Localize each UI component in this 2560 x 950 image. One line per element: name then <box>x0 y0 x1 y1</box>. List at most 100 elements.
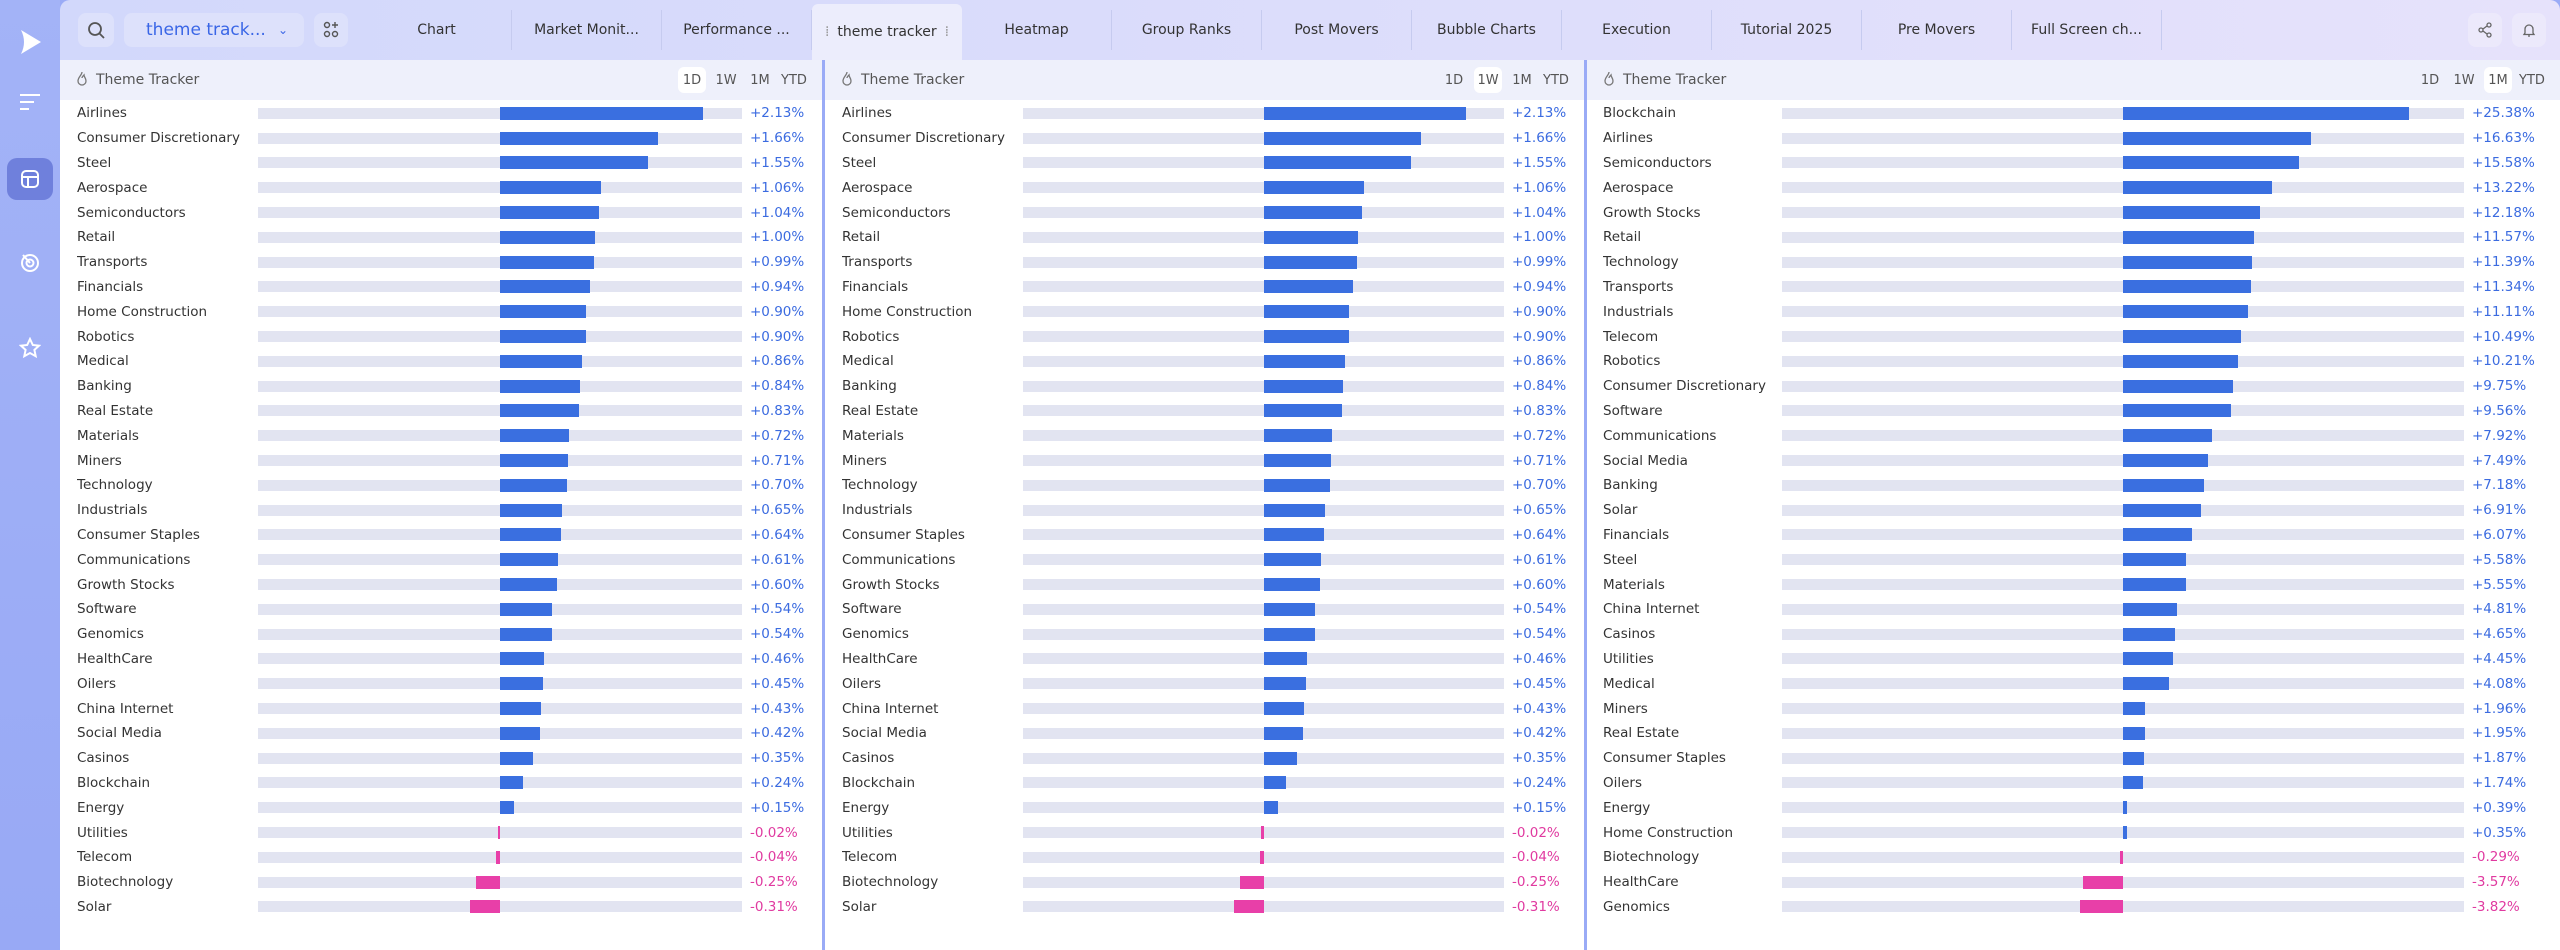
theme-row[interactable]: Miners +1.96% <box>1587 696 2560 721</box>
theme-row[interactable]: Technology +11.39% <box>1587 250 2560 275</box>
period-ytd-button[interactable]: YTD <box>2519 72 2545 88</box>
logo-play-icon[interactable] <box>10 22 50 62</box>
theme-row[interactable]: Consumer Staples +0.64% <box>60 523 822 548</box>
target-icon[interactable] <box>10 242 50 282</box>
theme-row[interactable]: Banking +7.18% <box>1587 473 2560 498</box>
period-1m-button[interactable]: 1M <box>1512 72 1532 88</box>
tab-performance[interactable]: Performance ... <box>662 10 812 50</box>
theme-row[interactable]: Home Construction +0.90% <box>825 299 1584 324</box>
theme-row[interactable]: Transports +0.99% <box>60 250 822 275</box>
period-1d-button[interactable]: 1D <box>2420 72 2440 88</box>
drag-handle-icon[interactable]: ⁞ <box>824 24 830 40</box>
tab-menu-icon[interactable]: ⁞ <box>944 24 950 40</box>
theme-row[interactable]: Airlines +2.13% <box>825 101 1584 126</box>
theme-row[interactable]: HealthCare +0.46% <box>825 647 1584 672</box>
theme-row[interactable]: Transports +11.34% <box>1587 275 2560 300</box>
tab-post-movers[interactable]: Post Movers <box>1262 10 1412 50</box>
theme-row[interactable]: Social Media +0.42% <box>825 721 1584 746</box>
theme-row[interactable]: Robotics +0.90% <box>60 324 822 349</box>
theme-row[interactable]: Banking +0.84% <box>825 374 1584 399</box>
theme-row[interactable]: Genomics +0.54% <box>825 622 1584 647</box>
period-1d-button[interactable]: 1D <box>1444 72 1464 88</box>
theme-row[interactable]: Financials +6.07% <box>1587 523 2560 548</box>
theme-row[interactable]: Social Media +7.49% <box>1587 448 2560 473</box>
theme-row[interactable]: Miners +0.71% <box>60 448 822 473</box>
theme-row[interactable]: Oilers +0.45% <box>825 671 1584 696</box>
theme-row[interactable]: Materials +0.72% <box>825 423 1584 448</box>
theme-row[interactable]: Robotics +10.21% <box>1587 349 2560 374</box>
theme-row[interactable]: Miners +0.71% <box>825 448 1584 473</box>
share-icon[interactable] <box>2468 13 2502 47</box>
theme-row[interactable]: Financials +0.94% <box>825 275 1584 300</box>
layout-icon[interactable] <box>7 158 53 200</box>
theme-row[interactable]: Utilities -0.02% <box>60 820 822 845</box>
theme-row[interactable]: Industrials +0.65% <box>825 498 1584 523</box>
theme-row[interactable]: Casinos +4.65% <box>1587 622 2560 647</box>
period-1m-button[interactable]: 1M <box>2484 67 2512 93</box>
theme-row[interactable]: Steel +5.58% <box>1587 547 2560 572</box>
theme-row[interactable]: Utilities +4.45% <box>1587 647 2560 672</box>
theme-row[interactable]: Casinos +0.35% <box>825 746 1584 771</box>
theme-row[interactable]: Solar -0.31% <box>825 895 1584 920</box>
theme-row[interactable]: Semiconductors +1.04% <box>60 200 822 225</box>
theme-row[interactable]: Software +0.54% <box>825 597 1584 622</box>
theme-row[interactable]: Biotechnology -0.29% <box>1587 845 2560 870</box>
theme-row[interactable]: Real Estate +0.83% <box>60 399 822 424</box>
theme-row[interactable]: Aerospace +1.06% <box>60 175 822 200</box>
bell-icon[interactable] <box>2512 13 2546 47</box>
period-1w-button[interactable]: 1W <box>715 72 737 88</box>
theme-row[interactable]: Airlines +16.63% <box>1587 126 2560 151</box>
period-1w-button[interactable]: 1W <box>2453 72 2475 88</box>
theme-row[interactable]: Social Media +0.42% <box>60 721 822 746</box>
theme-row[interactable]: Materials +0.72% <box>60 423 822 448</box>
add-widget-button[interactable] <box>314 13 348 47</box>
period-1w-button[interactable]: 1W <box>1474 67 1502 93</box>
theme-row[interactable]: Communications +0.61% <box>60 547 822 572</box>
tab-tutorial-2025[interactable]: Tutorial 2025 <box>1712 10 1862 50</box>
theme-row[interactable]: Aerospace +1.06% <box>825 175 1584 200</box>
theme-row[interactable]: Energy +0.15% <box>825 795 1584 820</box>
theme-row[interactable]: Software +9.56% <box>1587 399 2560 424</box>
theme-row[interactable]: Medical +4.08% <box>1587 671 2560 696</box>
theme-row[interactable]: China Internet +4.81% <box>1587 597 2560 622</box>
tab-market-monit[interactable]: Market Monit... <box>512 10 662 50</box>
theme-row[interactable]: Telecom +10.49% <box>1587 324 2560 349</box>
theme-row[interactable]: Retail +1.00% <box>60 225 822 250</box>
tab-chart[interactable]: Chart <box>362 10 512 50</box>
theme-row[interactable]: Telecom -0.04% <box>825 845 1584 870</box>
theme-row[interactable]: Steel +1.55% <box>60 151 822 176</box>
tab-pre-movers[interactable]: Pre Movers <box>1862 10 2012 50</box>
theme-row[interactable]: Materials +5.55% <box>1587 572 2560 597</box>
theme-row[interactable]: Transports +0.99% <box>825 250 1584 275</box>
tab-bubble-charts[interactable]: Bubble Charts <box>1412 10 1562 50</box>
period-ytd-button[interactable]: YTD <box>781 72 807 88</box>
theme-row[interactable]: Energy +0.15% <box>60 795 822 820</box>
theme-row[interactable]: Consumer Staples +0.64% <box>825 523 1584 548</box>
theme-row[interactable]: Medical +0.86% <box>60 349 822 374</box>
theme-row[interactable]: Software +0.54% <box>60 597 822 622</box>
theme-row[interactable]: Medical +0.86% <box>825 349 1584 374</box>
tab-execution[interactable]: Execution <box>1562 10 1712 50</box>
theme-row[interactable]: Blockchain +0.24% <box>825 771 1584 796</box>
theme-row[interactable]: Telecom -0.04% <box>60 845 822 870</box>
theme-row[interactable]: Biotechnology -0.25% <box>60 870 822 895</box>
theme-row[interactable]: Casinos +0.35% <box>60 746 822 771</box>
theme-row[interactable]: Technology +0.70% <box>825 473 1584 498</box>
theme-row[interactable]: Airlines +2.13% <box>60 101 822 126</box>
theme-row[interactable]: HealthCare +0.46% <box>60 647 822 672</box>
star-icon[interactable] <box>10 328 50 368</box>
theme-row[interactable]: Growth Stocks +0.60% <box>825 572 1584 597</box>
theme-row[interactable]: Semiconductors +15.58% <box>1587 151 2560 176</box>
theme-row[interactable]: Genomics +0.54% <box>60 622 822 647</box>
theme-row[interactable]: Industrials +0.65% <box>60 498 822 523</box>
theme-row[interactable]: Semiconductors +1.04% <box>825 200 1584 225</box>
theme-row[interactable]: Communications +0.61% <box>825 547 1584 572</box>
theme-row[interactable]: Consumer Discretionary +1.66% <box>60 126 822 151</box>
theme-row[interactable]: Financials +0.94% <box>60 275 822 300</box>
theme-row[interactable]: Energy +0.39% <box>1587 795 2560 820</box>
theme-row[interactable]: Banking +0.84% <box>60 374 822 399</box>
theme-row[interactable]: Steel +1.55% <box>825 151 1584 176</box>
theme-row[interactable]: Real Estate +0.83% <box>825 399 1584 424</box>
theme-row[interactable]: Oilers +0.45% <box>60 671 822 696</box>
theme-row[interactable]: Blockchain +25.38% <box>1587 101 2560 126</box>
